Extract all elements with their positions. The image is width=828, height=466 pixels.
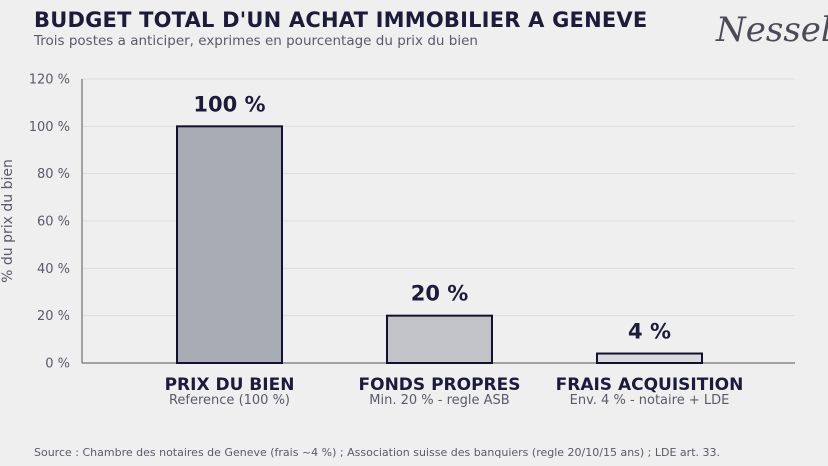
x-category-label: PRIX DU BIEN [165,375,295,395]
y-tick-label: 40 % [37,262,70,277]
x-category-label: FRAIS ACQUISITION [556,375,744,395]
bar-chart: 0 % 20 % 40 % 60 % 80 % 100 % 120 % % du prix d… [0,73,795,408]
y-tick-label: 0 % [45,357,70,372]
y-tick-label: 60 % [37,215,70,230]
x-category-note: Min. 20 % - regle ASB [369,393,509,408]
y-axis-label: % du prix du bien [0,159,16,283]
y-tick-label: 120 % [29,73,70,88]
data-label: 4 % [628,320,671,344]
y-tick-label: 100 % [29,120,70,135]
data-label: 20 % [411,282,469,306]
x-category-note: Env. 4 % - notaire + LDE [570,393,730,408]
chart-title: BUDGET TOTAL D'UN ACHAT IMMOBILIER A GEN… [34,8,648,32]
source-note: Source : Chambre des notaires de Geneve … [34,446,720,459]
bar [176,125,283,365]
bar [386,314,493,364]
y-tick-label: 80 % [37,167,70,182]
brand-logo: Nessell [716,10,828,50]
x-category-note: Reference (100 %) [169,393,290,408]
bar [596,352,703,364]
y-tick-label: 20 % [37,309,70,324]
x-category-label: FONDS PROPRES [359,375,521,395]
chart-subtitle: Trois postes a anticiper, exprimes en po… [34,33,478,49]
data-label: 100 % [193,92,265,116]
